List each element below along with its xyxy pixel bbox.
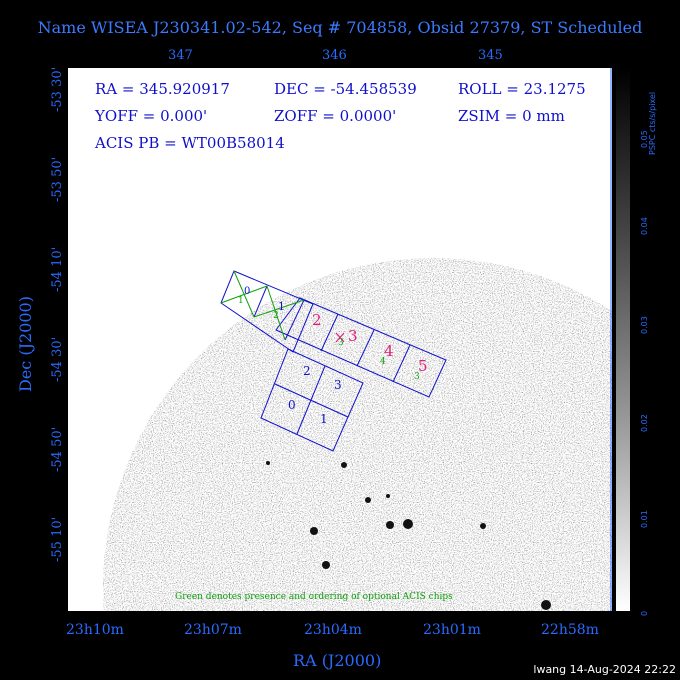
y-axis-label: Dec (J2000) <box>16 296 35 392</box>
ra-readout: RA = 345.920917 <box>95 80 230 98</box>
bottom-tick-23h04m: 23h04m <box>304 622 362 638</box>
top-tick-346: 346 <box>322 48 347 63</box>
acis-pb-readout: ACIS PB = WT00B58014 <box>95 134 285 152</box>
bottom-tick-22h58m: 22h58m <box>541 622 599 638</box>
left-tick-53-50: -53 50' <box>50 156 65 202</box>
colorbar-tick-0.05: 0.05 <box>640 130 649 148</box>
optional-chips-note: Green denotes presence and ordering of o… <box>175 592 453 602</box>
acis-s-middle <box>275 297 447 398</box>
left-tick-54-10: -54 10' <box>50 246 65 292</box>
zoff-readout: ZOFF = 0.0000' <box>274 107 397 125</box>
colorbar-tick-0.02: 0.02 <box>640 414 649 432</box>
acis-s-optional-diagonals <box>220 270 305 341</box>
x-axis-label: RA (J2000) <box>293 651 382 670</box>
acis-s-chip-label-5: 5 <box>418 357 428 375</box>
left-tick-53-30: -53 30' <box>50 66 65 112</box>
colorbar-tick-0.04: 0.04 <box>640 217 649 235</box>
dec-readout: DEC = -54.458539 <box>274 80 417 98</box>
acis-s-chip-0-1 <box>220 270 314 353</box>
aimpoint-x <box>335 332 345 343</box>
sky-image-panel[interactable]: RA = 345.920917 DEC = -54.458539 ROLL = … <box>68 68 612 611</box>
optional-label-2: 2 <box>273 311 279 321</box>
acis-s-array <box>220 270 447 398</box>
yoff-readout: YOFF = 0.000' <box>95 107 208 125</box>
acis-s-chip-label-3: 3 <box>348 327 358 345</box>
optional-label-1: 1 <box>238 296 244 306</box>
colorbar-tick-0.01: 0.01 <box>640 510 649 528</box>
left-tick-54-30: -54 30' <box>50 336 65 382</box>
colorbar-tick-0.03: 0.03 <box>640 316 649 334</box>
acis-i-chip-label-0: 0 <box>288 398 296 412</box>
plot-title: Name WISEA J230341.02-542, Seq # 704858,… <box>37 18 643 37</box>
footer-timestamp: lwang 14-Aug-2024 22:22 <box>533 663 676 676</box>
zsim-readout: ZSIM = 0 mm <box>458 107 565 125</box>
optional-label-3: 3 <box>338 338 344 348</box>
acis-i-chip-label-2: 2 <box>303 364 311 378</box>
left-tick-55-10: -55 10' <box>50 516 65 562</box>
acis-s-chip-label-1: 1 <box>278 300 285 313</box>
optional-label-4: 4 <box>380 357 386 367</box>
colorbar-label: PSPC cts/s/pixel <box>648 91 657 155</box>
colorbar <box>616 68 630 611</box>
acis-s-chip-label-2: 2 <box>312 311 322 329</box>
top-tick-347: 347 <box>168 48 193 63</box>
acis-i-chip-label-3: 3 <box>334 378 342 392</box>
optional-label-5: 3 <box>414 372 420 382</box>
x-ray-sources <box>266 461 551 610</box>
acis-s-chip-label-4: 4 <box>384 342 394 360</box>
bottom-tick-23h01m: 23h01m <box>423 622 481 638</box>
bottom-tick-23h10m: 23h10m <box>66 622 124 638</box>
bottom-tick-23h07m: 23h07m <box>184 622 242 638</box>
left-tick-54-50: -54 50' <box>50 426 65 472</box>
acis-i-array <box>260 348 364 452</box>
colorbar-tick-0: 0 <box>640 610 649 616</box>
acis-s-chip-label-0: 0 <box>244 286 251 297</box>
acis-i-outline <box>260 348 364 452</box>
sky-image <box>68 68 612 611</box>
roll-readout: ROLL = 23.1275 <box>458 80 586 98</box>
top-tick-345: 345 <box>478 48 503 63</box>
acis-i-chip-label-1: 1 <box>320 412 328 426</box>
